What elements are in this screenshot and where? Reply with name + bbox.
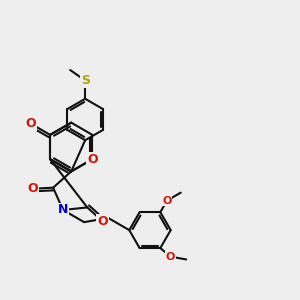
Text: O: O	[27, 182, 38, 195]
Text: O: O	[162, 196, 172, 206]
Text: O: O	[166, 252, 175, 262]
Text: S: S	[81, 74, 90, 87]
Text: O: O	[97, 215, 108, 228]
Text: N: N	[58, 203, 68, 217]
Text: O: O	[26, 117, 36, 130]
Text: O: O	[87, 153, 98, 166]
